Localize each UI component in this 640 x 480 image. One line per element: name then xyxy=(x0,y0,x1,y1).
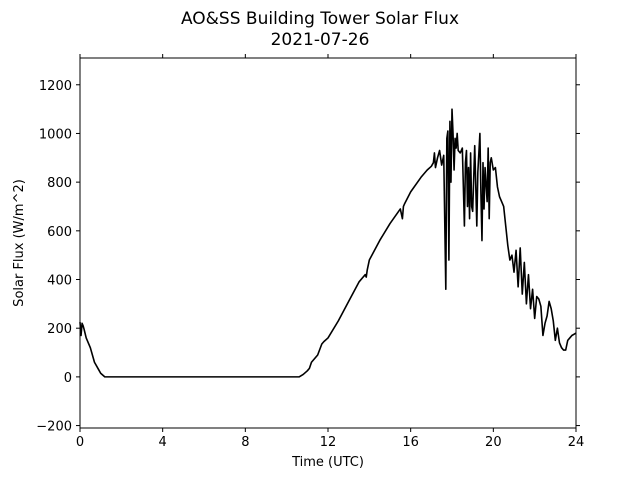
chart-subtitle: 2021-07-26 xyxy=(271,30,370,50)
x-tick-label: 0 xyxy=(76,435,84,450)
y-tick-label: 1200 xyxy=(39,79,72,94)
x-tick-label: 16 xyxy=(402,435,419,450)
y-tick-label: −200 xyxy=(36,420,72,435)
y-axis-label: Solar Flux (W/m^2) xyxy=(12,179,27,307)
y-tick-label: 200 xyxy=(47,322,72,337)
solar-flux-line xyxy=(79,108,577,378)
y-tick-label: 800 xyxy=(47,176,72,191)
y-tick-label: 1000 xyxy=(39,127,72,142)
x-tick-label: 4 xyxy=(159,435,167,450)
series-layer xyxy=(79,108,577,378)
y-tick-label: 0 xyxy=(64,371,72,386)
plot-frame xyxy=(79,57,577,429)
x-tick-label: 8 xyxy=(241,435,249,450)
x-axis-label: Time (UTC) xyxy=(291,455,364,470)
y-tick-label: 400 xyxy=(47,274,72,289)
x-tick-label: 24 xyxy=(568,435,585,450)
axis-ticks: 0 4 8 12 16 20 24 −200 0 200 400 600 800 1000 1200 xyxy=(36,54,584,450)
x-tick-label: 20 xyxy=(485,435,502,450)
x-tick-label: 12 xyxy=(320,435,337,450)
y-tick-label: 600 xyxy=(47,225,72,240)
chart-title: AO&SS Building Tower Solar Flux xyxy=(181,9,459,29)
